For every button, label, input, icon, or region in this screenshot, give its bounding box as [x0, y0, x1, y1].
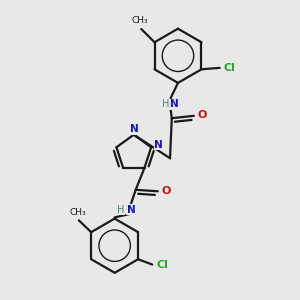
Text: N: N	[130, 124, 139, 134]
Text: O: O	[197, 110, 207, 120]
Text: N: N	[127, 205, 136, 215]
Text: CH₃: CH₃	[69, 208, 86, 217]
Text: CH₃: CH₃	[131, 16, 148, 25]
Text: H: H	[117, 205, 125, 215]
Text: H: H	[162, 99, 169, 109]
Text: Cl: Cl	[224, 63, 236, 73]
Text: N: N	[170, 99, 178, 109]
Text: N: N	[154, 140, 163, 150]
Text: O: O	[161, 186, 171, 196]
Text: Cl: Cl	[156, 260, 168, 269]
